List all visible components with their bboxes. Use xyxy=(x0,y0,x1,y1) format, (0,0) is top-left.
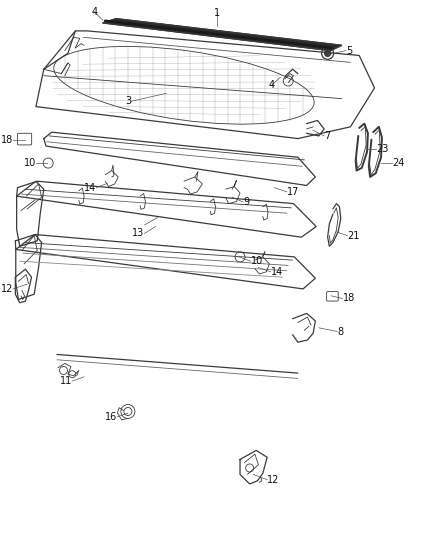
Text: 4: 4 xyxy=(268,80,275,90)
Text: 18: 18 xyxy=(1,135,13,144)
Text: 16: 16 xyxy=(105,412,117,422)
Circle shape xyxy=(325,50,331,56)
Text: 10: 10 xyxy=(251,256,263,266)
Text: 21: 21 xyxy=(347,231,360,240)
Text: 13: 13 xyxy=(132,229,145,238)
Text: 11: 11 xyxy=(60,376,72,386)
Text: 10: 10 xyxy=(24,158,36,167)
Text: 23: 23 xyxy=(376,144,388,154)
Text: 1: 1 xyxy=(214,9,220,18)
Text: 4: 4 xyxy=(91,7,97,17)
Text: 24: 24 xyxy=(392,158,404,167)
Text: 3: 3 xyxy=(125,96,131,106)
Text: 9: 9 xyxy=(243,197,249,207)
Polygon shape xyxy=(103,19,342,51)
Text: 12: 12 xyxy=(1,284,13,294)
Text: 14: 14 xyxy=(84,183,96,192)
Text: 5: 5 xyxy=(346,46,352,55)
Text: 8: 8 xyxy=(337,327,343,336)
Text: 18: 18 xyxy=(343,294,355,303)
Text: 14: 14 xyxy=(271,267,283,277)
Text: 7: 7 xyxy=(324,131,330,141)
Text: 17: 17 xyxy=(287,187,299,197)
Text: 12: 12 xyxy=(267,475,279,484)
